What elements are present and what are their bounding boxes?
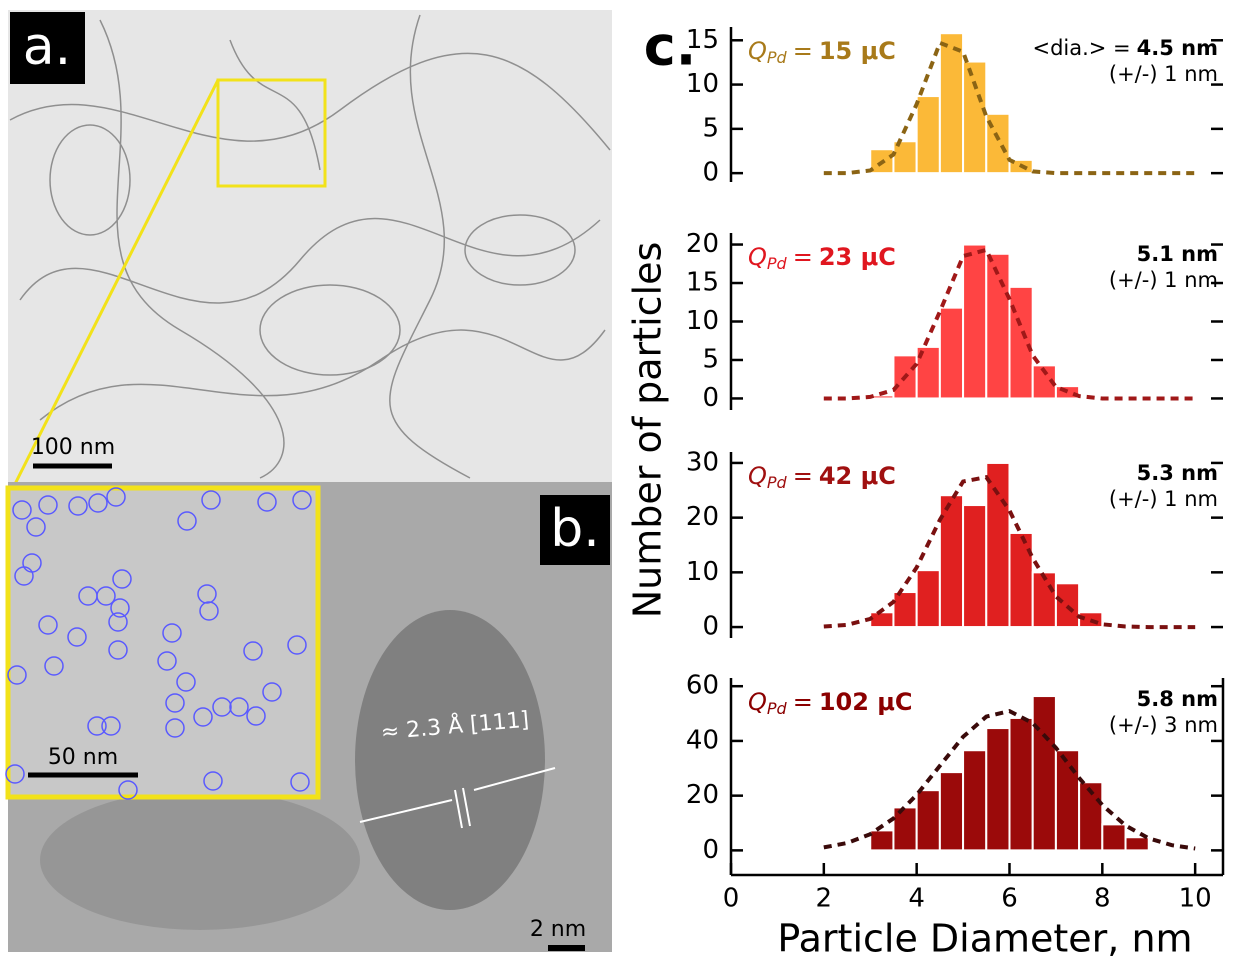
y-tick-label: 20 <box>686 502 719 532</box>
spread-label: (+/-) 1 nm <box>1109 268 1218 292</box>
annotation-relation: = <box>793 462 813 490</box>
y-tick-label: 10 <box>686 557 719 587</box>
mean-value: 5.8 nm <box>1137 687 1218 711</box>
annotation-value: 42 μC <box>819 462 896 490</box>
mean-value: 5.3 nm <box>1137 461 1218 485</box>
bar <box>870 612 893 627</box>
annotation: QPd =42 μC <box>748 462 896 492</box>
annotation-symbol: Q <box>748 462 767 490</box>
y-tick-label: 5 <box>702 113 719 143</box>
x-tick-label: 6 <box>1001 884 1018 914</box>
spread-label: (+/-) 1 nm <box>1109 62 1218 86</box>
bar <box>986 463 1009 627</box>
annotation-symbol: Q <box>748 688 767 716</box>
bar <box>1056 583 1079 627</box>
annotation-symbol: Q <box>748 37 767 65</box>
annotation-subscript: Pd <box>767 254 788 273</box>
bar <box>1009 533 1032 627</box>
annotation-subscript: Pd <box>767 473 788 492</box>
spread-label: (+/-) 1 nm <box>1109 487 1218 511</box>
y-tick-label: 15 <box>686 268 719 298</box>
mean-value: 5.1 nm <box>1137 242 1218 266</box>
annotation-symbol: Q <box>748 243 767 271</box>
bar <box>963 245 986 399</box>
bar <box>1009 718 1032 850</box>
annotation-value: 102 μC <box>819 688 913 716</box>
bar <box>963 505 986 627</box>
annotation-subscript: Pd <box>767 48 788 67</box>
page: {"figure": {"panel_a": "a.", "panel_b": … <box>0 0 1238 961</box>
bar <box>917 570 940 627</box>
bar <box>893 592 916 627</box>
scale-label: 100 nm <box>31 435 115 460</box>
y-tick-label: 0 <box>702 383 719 413</box>
x-tick-label: 10 <box>1179 884 1212 914</box>
y-tick-label: 15 <box>686 25 719 55</box>
bar <box>893 807 916 850</box>
bar <box>940 772 963 850</box>
x-tick-label: 0 <box>723 884 740 914</box>
panel-label: a. <box>23 17 71 77</box>
nanoparticle <box>355 610 545 910</box>
scale-label: 2 nm <box>530 917 586 942</box>
y-tick-label: 60 <box>686 671 719 701</box>
x-tick-label: 2 <box>816 884 833 914</box>
bar <box>963 750 986 850</box>
bar <box>1126 837 1149 850</box>
bar <box>963 62 986 174</box>
mean-prefix: <dia.> = <box>1032 36 1130 60</box>
mean-label: <dia.> = 4.5 nm <box>1032 36 1218 60</box>
y-tick-label: 10 <box>686 69 719 99</box>
x-tick-label: 4 <box>908 884 925 914</box>
x-axis-label: Particle Diameter, nm <box>777 917 1192 961</box>
y-tick-label: 5 <box>702 344 719 374</box>
y-tick-label: 20 <box>686 780 719 810</box>
mean-value: 4.5 nm <box>1137 36 1218 60</box>
spread-label: (+/-) 3 nm <box>1109 713 1218 737</box>
x-tick-label: 8 <box>1094 884 1111 914</box>
annotation-subscript: Pd <box>767 699 788 718</box>
bar <box>986 728 1009 850</box>
bar <box>917 790 940 850</box>
y-tick-label: 0 <box>702 158 719 188</box>
annotation: QPd =23 μC <box>748 243 896 273</box>
shadow <box>40 790 360 930</box>
bar <box>940 33 963 173</box>
y-tick-label: 40 <box>686 725 719 755</box>
annotation: QPd =15 μC <box>748 37 896 67</box>
bar <box>1056 750 1079 850</box>
bar <box>986 254 1009 399</box>
y-tick-label: 0 <box>702 835 719 865</box>
mean-label: 5.3 nm <box>1137 461 1218 485</box>
bar <box>917 96 940 173</box>
annotation-relation: = <box>793 688 813 716</box>
bar <box>1033 696 1056 850</box>
bar <box>870 830 893 850</box>
y-tick-label: 10 <box>686 306 719 336</box>
annotation-relation: = <box>793 37 813 65</box>
y-tick-label: 20 <box>686 229 719 259</box>
panel-label: b. <box>550 499 600 559</box>
annotation-relation: = <box>793 243 813 271</box>
bar <box>940 308 963 399</box>
annotation: QPd =102 μC <box>748 688 913 718</box>
bar <box>893 141 916 173</box>
annotation-value: 23 μC <box>819 243 896 271</box>
figure: a. b. c. 100 nm 50 nm 2 nm ≈ 2.3 Å [111]… <box>0 0 1238 961</box>
y-tick-label: 30 <box>686 447 719 477</box>
bar <box>940 495 963 627</box>
mean-label: 5.8 nm <box>1137 687 1218 711</box>
bar <box>1009 287 1032 399</box>
scale-label: 50 nm <box>48 745 118 770</box>
mean-label: 5.1 nm <box>1137 242 1218 266</box>
bar <box>1102 824 1125 850</box>
annotation-value: 15 μC <box>819 37 896 65</box>
y-tick-label: 0 <box>702 612 719 642</box>
y-axis-label: Number of particles <box>626 242 670 619</box>
